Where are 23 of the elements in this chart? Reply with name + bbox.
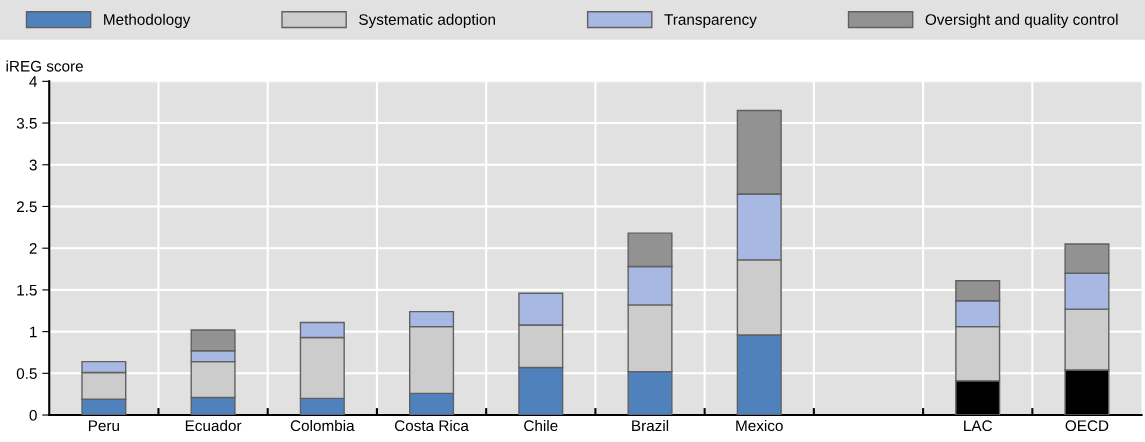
legend-label: Methodology [104, 13, 191, 28]
legend-label: Systematic adoption [359, 13, 495, 28]
y-tick-label: 3 [29, 159, 37, 171]
x-tick-label: Costa Rica [394, 419, 469, 432]
y-tick-label: 0.5 [16, 368, 37, 380]
x-tick-label: Ecuador [185, 419, 242, 432]
x-tick-label: OECD [1065, 420, 1109, 432]
y-tick-label: 2.5 [16, 201, 37, 213]
x-tick-label: Mexico [736, 419, 783, 432]
legend-label: Oversight and quality control [925, 13, 1118, 28]
y-tick-label: 1.5 [17, 284, 37, 296]
y-tick-label: 3.5 [16, 117, 37, 129]
y-tick-label: 4 [29, 76, 37, 87]
x-tick-label: LAC [964, 420, 992, 432]
legend-label: Transparency [664, 14, 757, 28]
x-tick-label: Brazil [632, 419, 669, 432]
y-tick-label: 1 [30, 326, 37, 338]
y-tick-label: 2 [29, 243, 37, 254]
x-tick-label: Colombia [290, 419, 355, 432]
x-tick-label: Peru [88, 420, 119, 432]
y-tick-label: 0 [29, 409, 37, 421]
x-tick-label: Chile [524, 419, 558, 432]
y-axis-title: iREG score [6, 60, 83, 72]
